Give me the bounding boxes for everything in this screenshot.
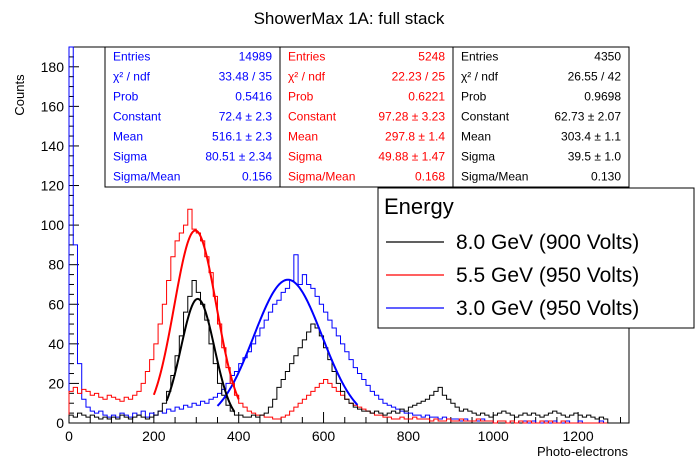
y-tick-label: 80 [48, 257, 64, 273]
stat-label: Entries [288, 50, 325, 64]
stat-value: 516.1 ± 2.3 [212, 130, 272, 144]
y-tick-label: 20 [48, 375, 64, 391]
legend-title: Energy [384, 194, 454, 219]
stat-value: 97.28 ± 3.23 [378, 110, 445, 124]
stat-value: 297.8 ± 1.4 [385, 130, 445, 144]
y-tick-label: 140 [41, 138, 65, 154]
stat-label: Constant [288, 110, 337, 124]
stat-value: 33.48 / 35 [219, 70, 273, 84]
x-tick-label: 600 [312, 428, 336, 444]
stat-label: Prob [288, 90, 314, 104]
stat-value: 14989 [239, 50, 273, 64]
gaussian-fit-group [152, 229, 359, 413]
stat-value: 0.5416 [235, 90, 272, 104]
stat-label: Sigma [288, 150, 322, 164]
stat-value: 72.4 ± 2.3 [219, 110, 273, 124]
y-tick-label: 0 [56, 415, 64, 431]
stat-label: Prob [461, 90, 487, 104]
histogram-series-2 [68, 280, 629, 424]
stat-box-1 [279, 46, 454, 188]
stat-value: 0.168 [415, 170, 445, 184]
stat-value: 5248 [418, 50, 445, 64]
stat-label: χ² / ndf [288, 70, 326, 84]
stat-value: 49.88 ± 1.47 [378, 150, 445, 164]
y-tick-label: 60 [48, 296, 64, 312]
histogram-series-1 [68, 208, 629, 424]
y-tick-label: 40 [48, 336, 64, 352]
stat-label: Constant [461, 110, 510, 124]
stat-label: Mean [288, 130, 318, 144]
y-axis-label: Counts [12, 74, 27, 116]
y-tick-label: 180 [41, 59, 65, 75]
x-axis: 0 200 400 600 800 1000 1200 [65, 412, 622, 444]
legend-label-0: 8.0 GeV (900 Volts) [456, 231, 639, 254]
stat-box-2 [452, 46, 630, 188]
stat-value: 39.5 ± 1.0 [568, 150, 622, 164]
x-tick-label: 400 [227, 428, 251, 444]
stat-value: 0.6221 [408, 90, 445, 104]
stat-value: 303.4 ± 1.1 [561, 130, 621, 144]
gaussian-fit-1 [152, 229, 240, 400]
stat-label: Sigma [113, 150, 147, 164]
legend-label-1: 5.5 GeV (950 Volts) [456, 264, 639, 287]
stat-value: 4350 [594, 50, 621, 64]
stat-label: Entries [461, 50, 498, 64]
gaussian-fit-2 [165, 297, 236, 413]
x-tick-label: 200 [142, 428, 166, 444]
stat-label: Constant [113, 110, 162, 124]
y-axis: 0 20 40 60 80 100 120 140 160 180 [41, 46, 79, 431]
chart-title: ShowerMax 1A: full stack [254, 9, 445, 28]
stat-value: 22.23 / 25 [392, 70, 446, 84]
stat-value: 80.51 ± 2.34 [205, 150, 272, 164]
stat-label: Sigma/Mean [288, 170, 355, 184]
gaussian-fit-0 [216, 278, 359, 407]
stat-label: Mean [461, 130, 491, 144]
stat-label: Sigma/Mean [461, 170, 528, 184]
x-tick-label: 1200 [563, 428, 594, 444]
stat-label: Entries [113, 50, 150, 64]
y-tick-label: 160 [41, 98, 65, 114]
y-tick-label: 120 [41, 178, 65, 194]
stat-label: Sigma/Mean [113, 170, 180, 184]
y-tick-label: 100 [41, 217, 65, 233]
stat-value: 26.55 / 42 [568, 70, 622, 84]
x-axis-label: Photo-electrons [537, 444, 629, 459]
legend: Energy 8.0 GeV (900 Volts) 5.5 GeV (950 V… [377, 187, 695, 329]
x-tick-label: 0 [65, 428, 73, 444]
stat-value: 62.73 ± 2.07 [554, 110, 621, 124]
stat-label: Mean [113, 130, 143, 144]
histogram-series-group [68, 46, 629, 424]
stat-value: 0.130 [591, 170, 621, 184]
stat-label: χ² / ndf [113, 70, 151, 84]
legend-box [377, 187, 695, 329]
stat-value: 0.156 [242, 170, 272, 184]
stat-value: 0.9698 [584, 90, 621, 104]
stat-boxes: Entries 14989 χ² / ndf 33.48 / 35 Prob 0.5416… [104, 46, 630, 188]
stat-label: χ² / ndf [461, 70, 499, 84]
stat-label: Sigma [461, 150, 495, 164]
legend-label-2: 3.0 GeV (950 Volts) [456, 297, 639, 320]
x-tick-label: 800 [397, 428, 421, 444]
stat-box-0 [104, 46, 281, 188]
stat-label: Prob [113, 90, 139, 104]
x-tick-label: 1000 [478, 428, 509, 444]
